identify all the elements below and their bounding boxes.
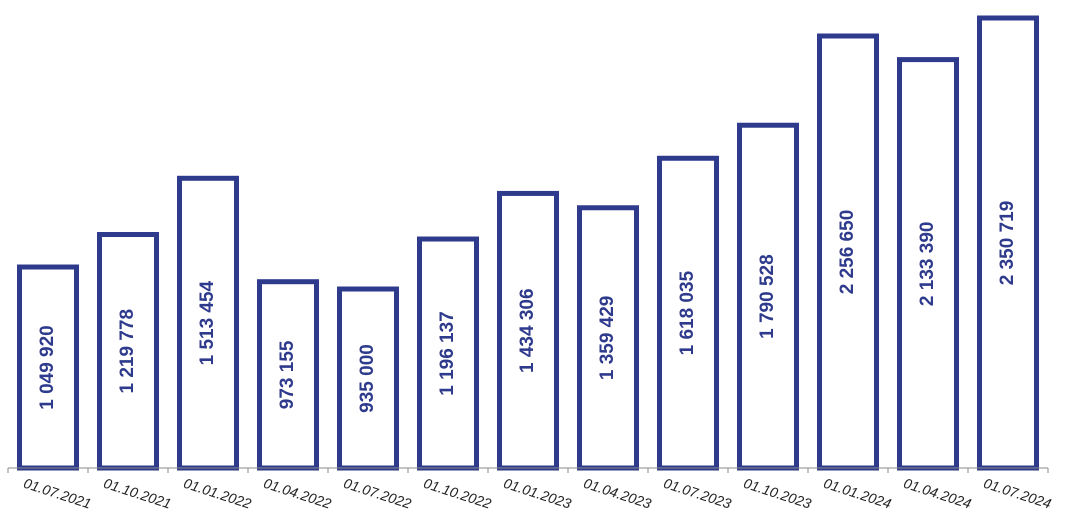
x-tick-label: 01.10.2023 [742,475,814,512]
x-tick-label: 01.01.2023 [502,475,574,512]
bar-01.04.2022 [257,279,319,471]
x-tick-label: 01.04.2023 [582,475,654,512]
x-tick-label: 01.10.2022 [422,475,494,512]
value-label: 1 434 306 [517,288,538,373]
x-tick-label: 01.07.2021 [22,475,94,512]
x-tick-label: 01.07.2022 [342,475,414,512]
x-tick-label: 01.04.2022 [262,475,334,512]
x-tick-label: 01.01.2024 [822,475,894,512]
value-label: 1 196 137 [437,311,458,396]
value-label: 1 790 528 [757,254,778,339]
x-tick-label: 01.01.2022 [182,475,254,512]
x-tick-label: 01.07.2023 [662,475,734,512]
value-label: 2 350 719 [997,201,1018,286]
value-label: 1 513 454 [197,280,218,365]
value-label: 2 133 390 [917,222,938,307]
bar-01.01.2024 [817,33,879,471]
x-tick-label: 01.07.2024 [982,475,1054,512]
value-label: 2 256 650 [837,210,858,295]
bar-01.10.2022 [417,236,479,471]
value-label: 1 359 429 [597,296,618,381]
value-label: 1 219 778 [117,309,138,394]
value-label: 935 000 [357,344,378,413]
value-label: 1 049 920 [37,325,58,410]
x-tick-label: 01.10.2021 [102,475,174,512]
value-label: 1 618 035 [677,270,698,355]
value-label: 973 155 [277,340,298,409]
x-tick-label: 01.04.2024 [902,475,974,512]
bars-group: 1 049 920 1 219 778 1 513 454 973 155 935 00… [17,15,1039,471]
bar-01.04.2023 [577,205,639,471]
bar-01.10.2023 [737,122,799,471]
x-axis: 01.07.2021 01.10.2021 01.01.2022 01.04.2022… [7,467,1054,512]
